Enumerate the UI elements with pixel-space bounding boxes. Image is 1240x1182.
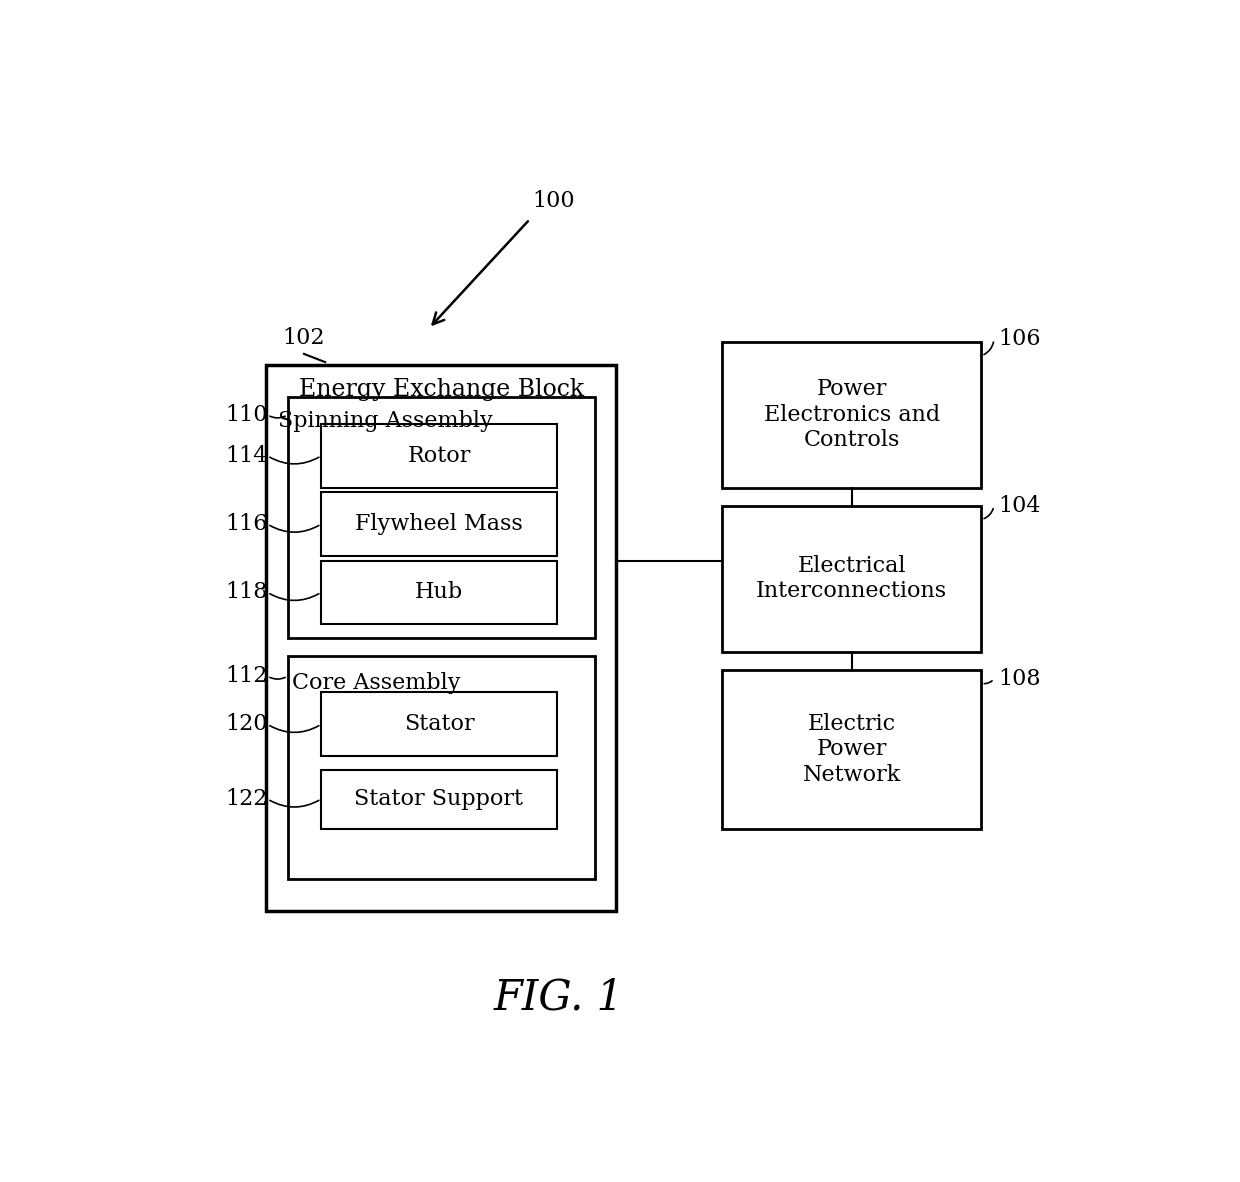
Text: 112: 112 bbox=[226, 665, 268, 687]
Bar bbox=[722, 342, 982, 488]
Text: Flywheel Mass: Flywheel Mass bbox=[355, 513, 523, 535]
Text: Power
Electronics and
Controls: Power Electronics and Controls bbox=[764, 378, 940, 452]
Text: 100: 100 bbox=[532, 190, 575, 212]
Bar bbox=[321, 424, 557, 488]
Text: 108: 108 bbox=[998, 668, 1042, 690]
Bar bbox=[321, 492, 557, 556]
Bar bbox=[321, 769, 557, 829]
Text: 118: 118 bbox=[224, 582, 268, 603]
Text: 114: 114 bbox=[226, 444, 268, 467]
Text: 120: 120 bbox=[224, 713, 268, 735]
Bar bbox=[288, 397, 595, 638]
Text: Hub: Hub bbox=[415, 582, 463, 603]
Text: Electric
Power
Network: Electric Power Network bbox=[802, 713, 900, 786]
Text: 106: 106 bbox=[998, 329, 1042, 350]
Text: 116: 116 bbox=[226, 513, 268, 535]
Text: Energy Exchange Block: Energy Exchange Block bbox=[299, 378, 584, 401]
Text: 110: 110 bbox=[224, 404, 268, 426]
Bar bbox=[722, 670, 982, 829]
Text: 122: 122 bbox=[226, 788, 268, 810]
Text: 102: 102 bbox=[283, 326, 325, 349]
Text: FIG. 1: FIG. 1 bbox=[494, 976, 624, 1019]
Bar bbox=[321, 693, 557, 756]
Bar bbox=[321, 560, 557, 624]
Text: Electrical
Interconnections: Electrical Interconnections bbox=[756, 556, 947, 603]
Bar bbox=[265, 365, 616, 911]
Text: Core Assembly: Core Assembly bbox=[291, 671, 460, 694]
Text: Stator Support: Stator Support bbox=[355, 788, 523, 811]
Bar bbox=[288, 656, 595, 879]
Bar bbox=[722, 506, 982, 651]
Text: Stator: Stator bbox=[404, 713, 474, 735]
Text: 104: 104 bbox=[998, 495, 1042, 517]
Text: Rotor: Rotor bbox=[407, 444, 471, 467]
Text: Spinning Assembly: Spinning Assembly bbox=[278, 410, 494, 433]
